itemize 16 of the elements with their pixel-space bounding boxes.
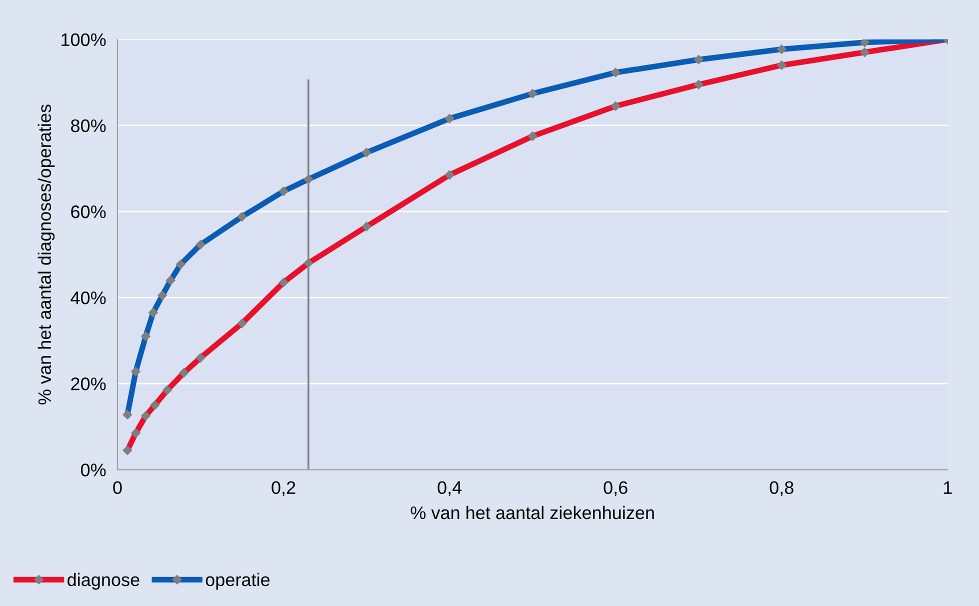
legend-label: diagnose (68, 572, 140, 590)
x-tick-label: 0,8 (770, 481, 794, 496)
y-tick-label: 60% (71, 205, 106, 218)
x-tick-label: 0,4 (438, 481, 462, 496)
y-tick-label: 100% (62, 33, 106, 46)
y-tick-label: 40% (70, 291, 106, 304)
x-tick-label: 0,6 (604, 481, 628, 496)
y-tick-label: 80% (71, 119, 106, 132)
y-tick-label: 0% (80, 464, 106, 476)
x-tick-label: 1 (944, 481, 952, 494)
x-tick-label: 0,2 (272, 481, 296, 496)
y-tick-label: 20% (71, 378, 106, 390)
x-axis-title: % van het aantal ziekenhuizen (410, 506, 654, 520)
x-tick-label: 0 (113, 481, 122, 494)
y-axis-title: % van het aantal diagnoses/operaties (38, 104, 55, 404)
legend-label: operatie (206, 572, 270, 590)
